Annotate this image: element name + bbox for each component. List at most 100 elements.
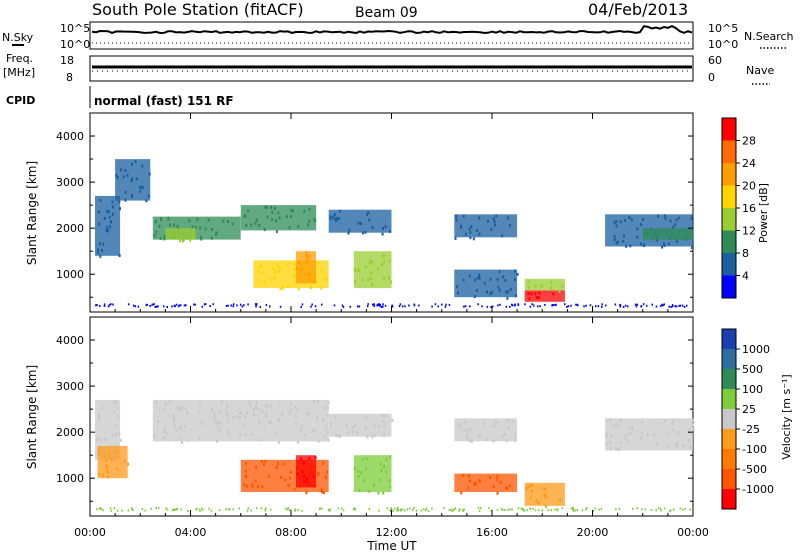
ground-scatter <box>352 508 355 511</box>
echo-speckle <box>98 242 101 246</box>
echo-speckle <box>179 239 182 243</box>
ground-scatter <box>418 304 420 307</box>
echo-speckle <box>474 278 477 282</box>
echo-speckle <box>610 447 613 450</box>
echo-speckle <box>189 238 192 242</box>
echo-speckle <box>498 288 501 292</box>
echo-speckle <box>362 479 365 483</box>
echo-speckle <box>495 214 498 218</box>
echo-speckle <box>657 214 659 218</box>
ground-scatter <box>554 508 556 511</box>
ground-scatter <box>96 508 98 511</box>
velocity-axes: 1000 2000 3000 4000 <box>56 334 693 502</box>
echo-speckle <box>605 432 608 436</box>
echo-speckle <box>119 438 122 442</box>
colorbar-swatch <box>722 369 736 389</box>
echo-speckle <box>238 405 241 409</box>
echo-speckle <box>383 464 386 468</box>
echo-speckle <box>124 198 127 202</box>
ground-scatter <box>598 508 600 511</box>
echo-speckle <box>527 280 530 284</box>
echo-speckle <box>308 207 311 211</box>
ground-scatter <box>358 305 361 308</box>
ground-scatter <box>132 509 134 512</box>
nsearch-label: N.Search <box>744 30 794 43</box>
ground-scatter <box>396 509 398 512</box>
echo-speckle <box>366 213 369 216</box>
echo-speckle <box>211 228 213 232</box>
echo-speckle <box>495 420 498 424</box>
echo-speckle <box>278 269 281 273</box>
ground-scatter <box>396 507 399 509</box>
colorbar-tick-label: 25 <box>742 403 756 416</box>
echo-speckle <box>179 436 181 440</box>
echo-region <box>524 278 565 291</box>
echo-speckle <box>357 470 360 474</box>
echo-speckle <box>296 266 298 270</box>
ground-scatter <box>635 305 638 308</box>
echo-speckle <box>185 438 188 442</box>
echo-speckle <box>200 235 202 239</box>
ground-scatter <box>413 507 415 510</box>
echo-speckle <box>674 223 677 227</box>
colorbar-tick-label: -1000 <box>742 483 774 496</box>
echo-speckle <box>260 438 263 442</box>
echo-speckle <box>127 462 130 466</box>
echo-speckle <box>305 491 308 495</box>
echo-speckle <box>383 424 386 428</box>
range-tick-label: 3000 <box>56 380 84 393</box>
colorbar-swatch <box>722 275 736 298</box>
ground-scatter <box>657 507 660 510</box>
echo-speckle <box>609 418 612 422</box>
ground-scatter <box>341 304 344 307</box>
echo-speckle <box>164 402 167 406</box>
echo-speckle <box>367 278 370 282</box>
ground-scatter <box>583 305 585 308</box>
echo-speckle <box>158 224 161 228</box>
ground-scatter <box>600 507 602 510</box>
echo-speckle <box>320 269 323 273</box>
echo-speckle <box>492 485 495 488</box>
range-tick-label: 2000 <box>56 426 84 439</box>
echo-speckle <box>380 469 383 472</box>
echo-speckle <box>529 496 532 500</box>
ground-scatter <box>176 508 179 511</box>
echo-speckle <box>106 470 109 474</box>
echo-speckle <box>624 219 627 222</box>
ground-scatter <box>651 303 653 306</box>
ground-scatter <box>264 508 267 511</box>
echo-speckle <box>163 234 166 238</box>
echo-speckle <box>254 405 257 409</box>
ground-scatter <box>255 305 257 308</box>
ground-scatter <box>102 509 104 512</box>
ground-scatter <box>537 509 540 512</box>
echo-speckle <box>113 400 115 404</box>
echo-speckle <box>264 205 267 209</box>
echo-speckle <box>347 431 350 435</box>
echo-speckle <box>496 491 499 495</box>
echo-speckle <box>115 444 117 447</box>
ground-scatter <box>110 303 112 306</box>
echo-speckle <box>370 277 372 280</box>
ground-scatter <box>400 508 402 511</box>
echo-speckle <box>97 248 99 252</box>
echo-speckle <box>527 485 530 489</box>
ground-scatter <box>523 509 525 512</box>
power-axes: 1000 2000 3000 4000 <box>56 130 693 298</box>
echo-speckle <box>258 223 261 227</box>
echo-speckle <box>653 433 656 437</box>
ground-scatter <box>342 509 345 512</box>
ground-scatter <box>236 304 238 307</box>
echo-speckle <box>257 270 260 274</box>
echo-speckle <box>329 215 332 219</box>
echo-speckle <box>496 475 499 478</box>
ground-scatter <box>173 508 175 511</box>
echo-speckle <box>119 168 122 172</box>
time-tick-label: 12:00 <box>376 526 408 539</box>
echo-speckle <box>367 211 370 215</box>
echo-speckle <box>478 273 481 277</box>
ground-scatter <box>155 507 157 510</box>
ground-scatter <box>146 303 148 306</box>
echo-speckle <box>496 277 499 281</box>
echo-speckle <box>337 217 340 221</box>
